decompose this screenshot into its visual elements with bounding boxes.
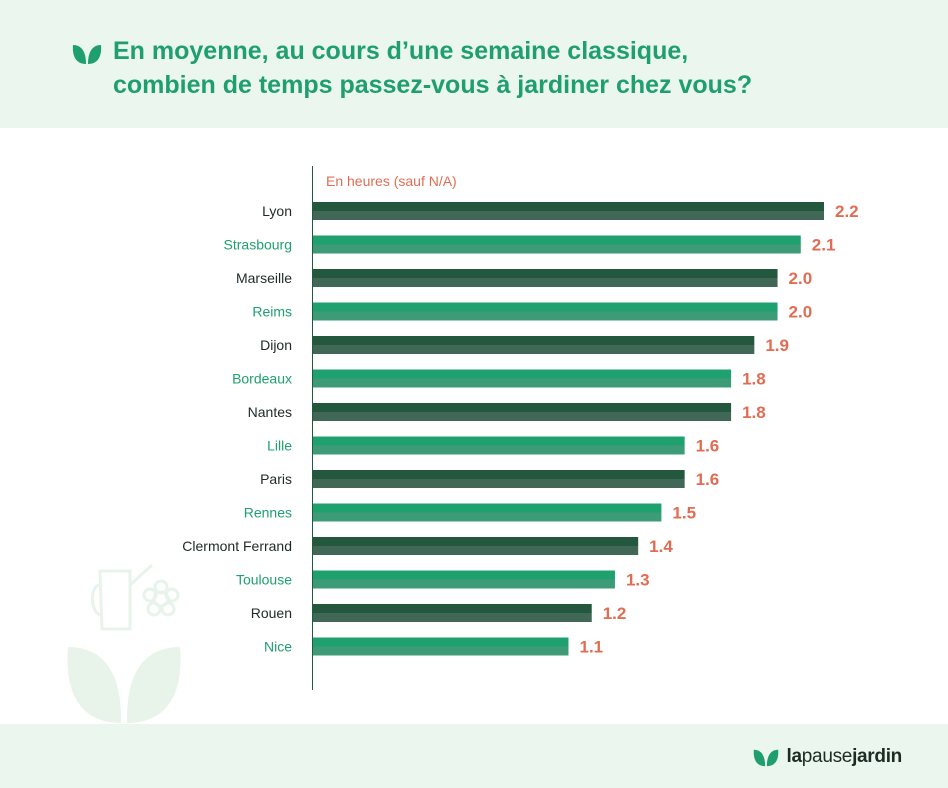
leaf-logo-icon — [753, 749, 778, 766]
category-label-2: Marseille — [236, 270, 292, 286]
bar-0 — [313, 202, 824, 220]
bar-chart: En heures (sauf N/A) Lyon 2.2 Strasbourg 2.… — [182, 166, 859, 690]
bar-2 — [313, 269, 778, 287]
bar-4 — [313, 336, 755, 354]
category-label-10: Clermont Ferrand — [182, 538, 292, 554]
value-label-6: 1.8 — [742, 403, 766, 422]
value-label-0: 2.2 — [835, 202, 859, 221]
value-label-1: 2.1 — [812, 236, 836, 255]
value-label-9: 1.5 — [672, 504, 696, 523]
value-label-11: 1.3 — [626, 571, 650, 590]
bar-3 — [313, 302, 778, 321]
category-label-11: Toulouse — [236, 572, 292, 588]
header: En moyenne, au cours d’une semaine class… — [0, 0, 948, 128]
category-label-6: Nantes — [248, 404, 292, 420]
value-label-12: 1.2 — [603, 604, 627, 623]
bar-9 — [313, 503, 662, 522]
bar-6 — [313, 403, 732, 421]
value-label-13: 1.1 — [580, 638, 604, 657]
title-line-2: combien de temps passez-vous à jardiner … — [113, 71, 753, 99]
bar-10 — [313, 537, 639, 555]
bar-11 — [313, 570, 615, 589]
category-label-13: Nice — [264, 639, 292, 655]
bar-8 — [313, 470, 685, 488]
category-label-8: Paris — [260, 471, 292, 487]
category-label-7: Lille — [267, 438, 292, 454]
title-line-1: En moyenne, au cours d’une semaine class… — [113, 37, 689, 65]
value-label-10: 1.4 — [649, 537, 673, 556]
garden-decoration-icon — [67, 563, 181, 723]
bar-1 — [313, 235, 801, 254]
value-label-2: 2.0 — [789, 269, 813, 288]
footer: lapausejardin — [0, 724, 948, 788]
category-label-4: Dijon — [260, 337, 292, 353]
category-label-0: Lyon — [262, 203, 292, 219]
bar-7 — [313, 436, 685, 455]
value-label-7: 1.6 — [696, 437, 720, 456]
brand-name: lapausejardin — [786, 746, 903, 767]
category-label-5: Bordeaux — [232, 371, 292, 387]
category-label-3: Reims — [252, 304, 292, 320]
value-label-8: 1.6 — [696, 470, 720, 489]
bar-12 — [313, 604, 592, 622]
bar-13 — [313, 637, 569, 656]
value-label-3: 2.0 — [789, 303, 813, 322]
chart-subtitle: En heures (sauf N/A) — [326, 173, 457, 189]
value-label-5: 1.8 — [742, 370, 766, 389]
leaf-icon — [72, 45, 102, 64]
brand-logo: lapausejardin — [753, 746, 902, 768]
category-label-9: Rennes — [244, 505, 292, 521]
page-title: En moyenne, au cours d’une semaine class… — [113, 34, 752, 102]
bar-5 — [313, 369, 732, 388]
value-label-4: 1.9 — [765, 336, 789, 355]
category-label-1: Strasbourg — [224, 237, 292, 253]
category-label-12: Rouen — [251, 605, 292, 621]
